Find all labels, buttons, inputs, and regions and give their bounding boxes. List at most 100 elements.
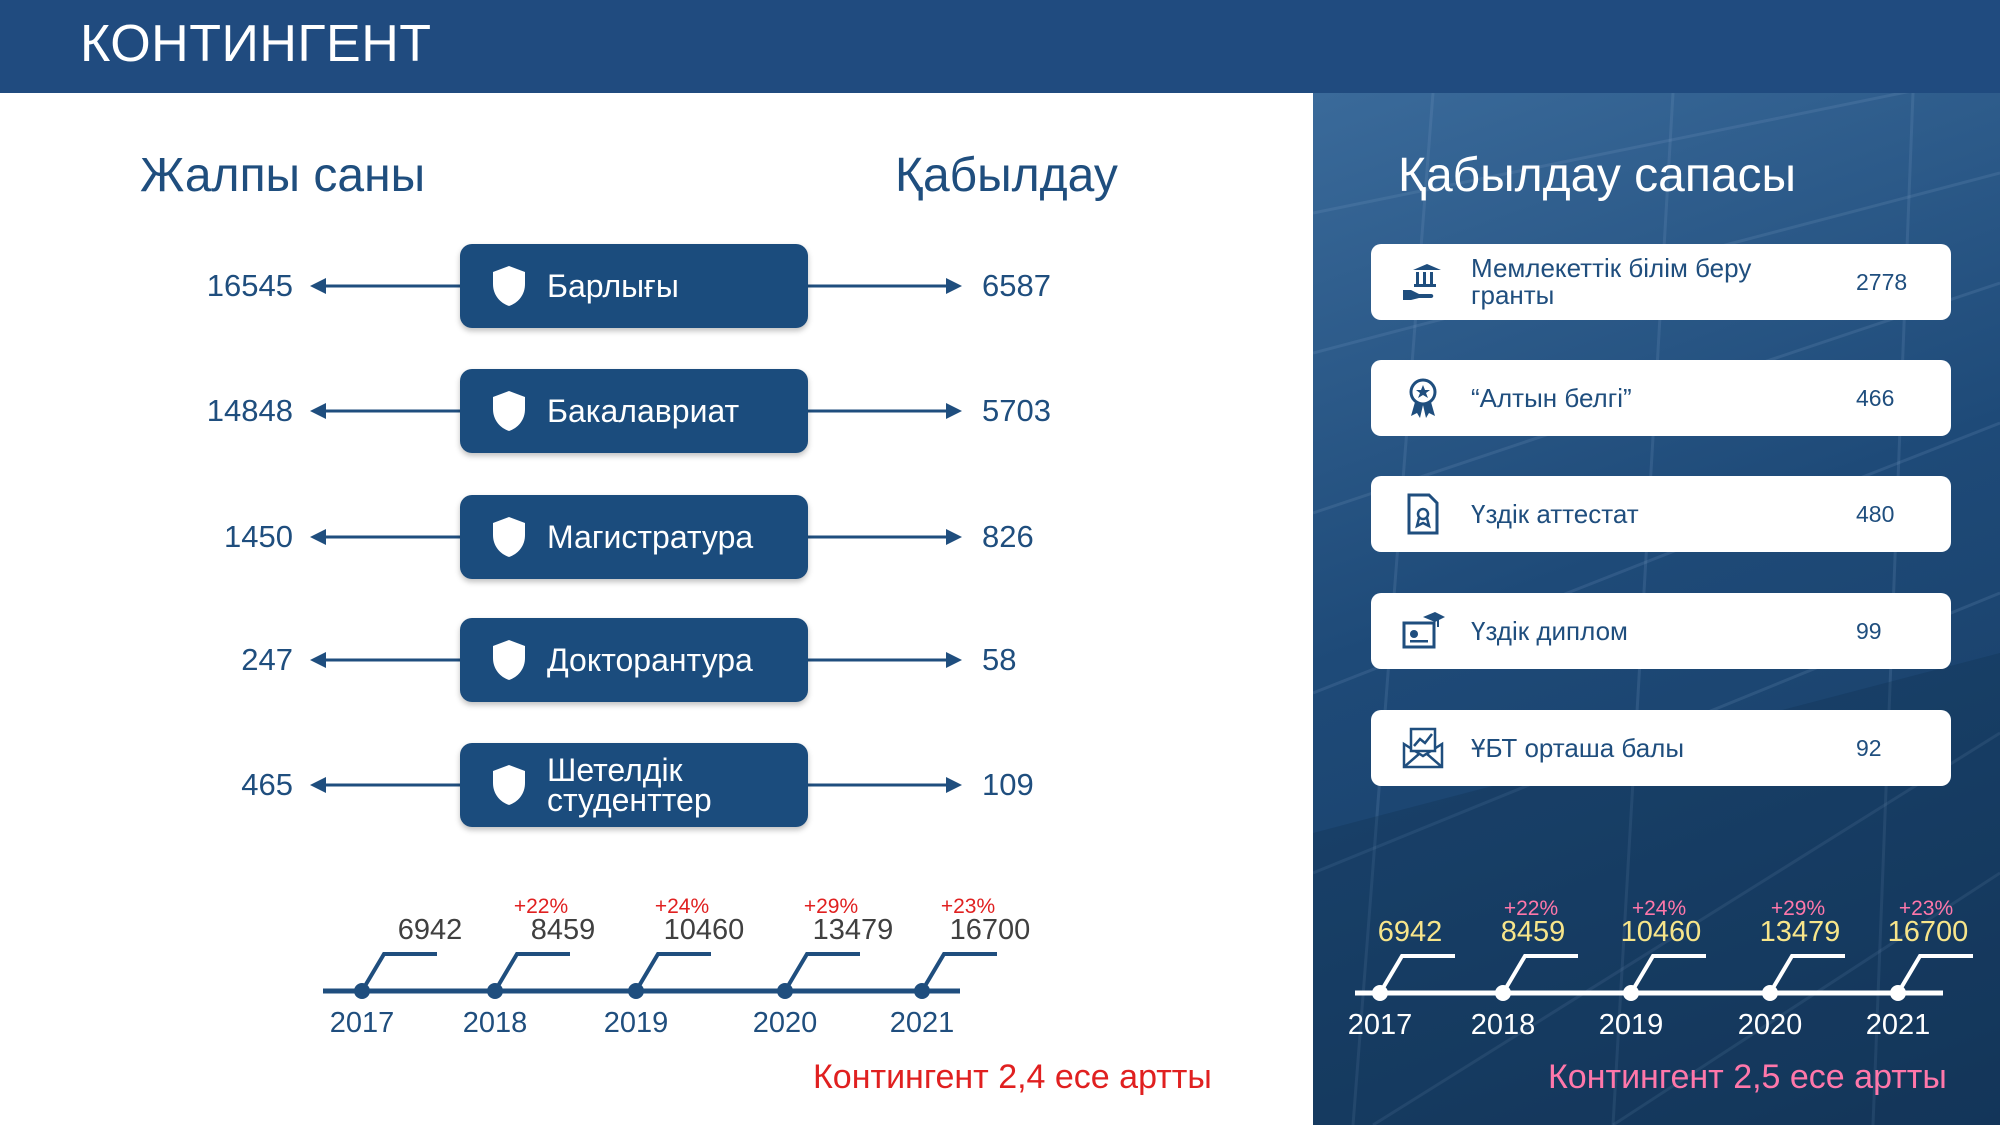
category-pill: Магистратура (460, 495, 808, 579)
timeline-year: 2020 (1737, 1009, 1803, 1041)
timeline-value: 16700 (949, 914, 1031, 946)
card-label: Үздік диплом (1471, 615, 1628, 646)
timeline-point (1890, 985, 1906, 1001)
timeline-year: 2021 (889, 1007, 955, 1039)
shield-icon (490, 264, 528, 308)
timeline-value: 16700 (1887, 916, 1969, 948)
timeline-connector (1501, 954, 1578, 995)
arrows (310, 403, 962, 419)
timeline-point (1623, 985, 1639, 1001)
timeline-connector (1896, 954, 1973, 995)
timeline-value: 13479 (1759, 916, 1841, 948)
timeline-value: 13479 (812, 914, 894, 946)
total-value: 16545 (206, 268, 293, 303)
grant-hand-icon (1401, 260, 1445, 304)
timeline-growth: +23% (940, 895, 996, 918)
timeline-year: 2020 (752, 1007, 818, 1039)
category-pill: Барлығы (460, 244, 808, 328)
arrows (310, 278, 962, 294)
admission-heading: Қабылдау (895, 149, 1118, 202)
timeline-value: 8459 (1500, 916, 1566, 948)
shield-icon (490, 515, 528, 559)
timeline-value: 10460 (1620, 916, 1702, 948)
timeline-year: 2017 (1347, 1009, 1413, 1041)
timeline-connector (493, 952, 570, 993)
category-label: Шетелдік студенттер (547, 752, 712, 818)
admission-value: 826 (982, 519, 1034, 554)
growth-timeline-right: 2017 6942 2018 8459 2019 10460 2020 13479 2021 16… (1313, 93, 2000, 1125)
timeline-year: 2018 (1470, 1009, 1536, 1041)
card-label: “Алтын белгі” (1471, 382, 1632, 413)
quality-card: Үздік диплом 99 (1371, 593, 1951, 669)
timeline-connector (1378, 954, 1455, 995)
timeline-point (628, 983, 644, 999)
category-label: Бакалавриат (547, 393, 740, 429)
shield-icon (490, 763, 528, 807)
timeline-point (1495, 985, 1511, 1001)
arrows (310, 652, 962, 668)
card-value: 92 (1856, 734, 1882, 761)
timeline-connector (1768, 954, 1845, 995)
timeline-point (1762, 985, 1778, 1001)
timeline-connector (634, 952, 711, 993)
timeline-growth: +22% (513, 895, 569, 918)
admission-value: 5703 (982, 393, 1051, 428)
category-label: Докторантура (547, 642, 753, 678)
medal-icon (1401, 376, 1445, 420)
timeline-connector (360, 952, 437, 993)
total-value: 465 (241, 767, 293, 802)
card-value: 480 (1856, 500, 1895, 527)
timeline-year: 2021 (1865, 1009, 1931, 1041)
category-pill: Шетелдік студенттер (460, 743, 808, 827)
timeline-growth: +24% (1631, 897, 1687, 920)
header-bar: КОНТИНГЕНТ (0, 0, 2000, 93)
certificate-icon (1401, 492, 1445, 536)
timeline-growth: +24% (654, 895, 710, 918)
quality-card: “Алтын белгі” 466 (1371, 360, 1951, 436)
timeline-lines (1355, 954, 1973, 1001)
timeline-value: 6942 (1377, 916, 1443, 948)
category-row: 16545 Барлығы 6587 (0, 244, 1313, 328)
card-value: 99 (1856, 617, 1882, 644)
card-label: Мемлекеттік білім беру гранты (1471, 253, 1752, 310)
card-label: ҰБТ орташа балы (1471, 732, 1685, 763)
shield-icon (490, 638, 528, 682)
envelope-chart-icon (1401, 726, 1445, 770)
timeline-connector (920, 952, 997, 993)
category-pill: Бакалавриат (460, 369, 808, 453)
shield-icon (490, 389, 528, 433)
timeline-point (354, 983, 370, 999)
timeline-year: 2019 (603, 1007, 669, 1039)
quality-heading: Қабылдау сапасы (1398, 149, 1797, 202)
growth-timeline-left: 2017 6942 2018 8459 2019 10460 2020 13479 2021 16… (0, 93, 1313, 1125)
timeline-connector (1629, 954, 1706, 995)
admission-value: 6587 (982, 268, 1051, 303)
category-row: 1450 Магистратура 826 (0, 495, 1313, 579)
timeline-point (777, 983, 793, 999)
timeline-value: 6942 (397, 914, 463, 946)
arrows (310, 777, 962, 793)
timeline-year: 2018 (462, 1007, 528, 1039)
timeline-lines (323, 952, 997, 999)
total-value: 14848 (206, 393, 293, 428)
timeline-year: 2017 (329, 1007, 395, 1039)
category-row: 465 Шетелдік студенттер 109 (0, 743, 1313, 827)
category-row: 247 Докторантура 58 (0, 618, 1313, 702)
total-heading: Жалпы саны (140, 149, 426, 202)
timeline-growth: +23% (1898, 897, 1954, 920)
diploma-icon (1401, 609, 1445, 653)
timeline-connector (783, 952, 860, 993)
timeline-growth: +29% (803, 895, 859, 918)
card-value: 466 (1856, 384, 1895, 411)
right-panel: Қабылдау сапасы Мемлекеттік білім беру г… (1313, 93, 2000, 1125)
footnote-right: Контингент 2,5 есе артты (1548, 1058, 1947, 1096)
timeline-point (487, 983, 503, 999)
category-label: Магистратура (547, 519, 754, 555)
quality-card: Мемлекеттік білім беру гранты 2778 (1371, 244, 1951, 320)
left-panel: Жалпы саны Қабылдау 16545 Барлығы 6587 1484… (0, 93, 1313, 1125)
arrows (310, 529, 962, 545)
page-title: КОНТИНГЕНТ (80, 15, 432, 73)
timeline-point (1372, 985, 1388, 1001)
category-row: 14848 Бакалавриат 5703 (0, 369, 1313, 453)
admission-value: 58 (982, 642, 1017, 677)
